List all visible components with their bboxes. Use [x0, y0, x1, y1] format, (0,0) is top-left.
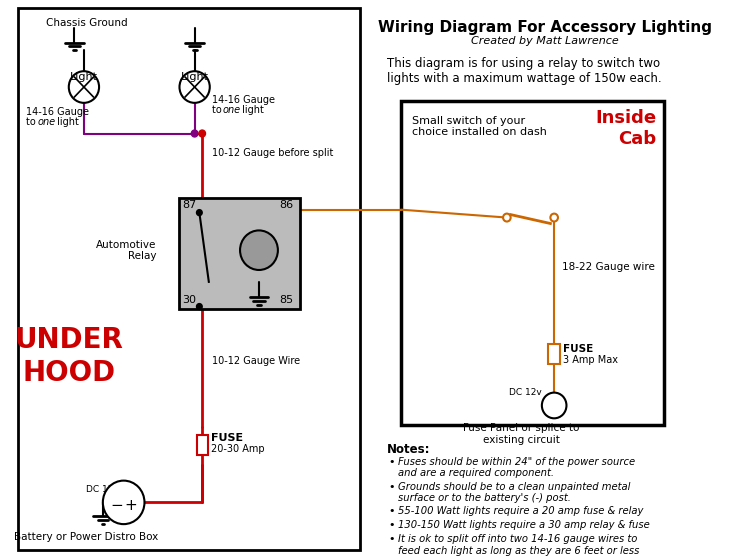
Text: •: •: [389, 520, 395, 530]
Text: 10-12 Gauge before split: 10-12 Gauge before split: [211, 148, 333, 158]
Circle shape: [69, 71, 99, 103]
Text: Automotive: Automotive: [96, 240, 157, 250]
Text: DC 12v: DC 12v: [85, 484, 118, 493]
Text: Chassis Ground: Chassis Ground: [46, 18, 128, 28]
Bar: [18, 8, 360, 550]
Circle shape: [551, 213, 558, 222]
Text: •: •: [389, 482, 395, 492]
Text: Light: Light: [70, 72, 98, 82]
Circle shape: [503, 213, 510, 222]
Text: one: one: [223, 105, 241, 115]
Text: 30: 30: [183, 295, 197, 305]
Text: Created by Matt Lawrence: Created by Matt Lawrence: [471, 36, 619, 45]
Circle shape: [542, 393, 566, 418]
Text: •: •: [389, 534, 395, 544]
Text: Inside
Cab: Inside Cab: [595, 109, 657, 148]
Text: 14-16 Gauge: 14-16 Gauge: [26, 107, 89, 117]
Text: +: +: [554, 401, 564, 414]
Text: Fuses should be within 24" of the power source
and are a required component.: Fuses should be within 24" of the power …: [398, 457, 635, 478]
Text: 3 Amp Max: 3 Amp Max: [562, 355, 617, 365]
Circle shape: [199, 130, 206, 137]
Text: 18-22 Gauge wire: 18-22 Gauge wire: [562, 262, 654, 272]
Text: DC 12v: DC 12v: [510, 388, 542, 396]
Text: FUSE: FUSE: [211, 433, 243, 443]
Text: •: •: [389, 506, 395, 516]
Text: 130-150 Watt lights require a 30 amp relay & fuse: 130-150 Watt lights require a 30 amp rel…: [398, 520, 650, 530]
Circle shape: [197, 209, 203, 216]
Circle shape: [191, 130, 198, 137]
Text: Relay: Relay: [128, 251, 157, 261]
Text: 10-12 Gauge Wire: 10-12 Gauge Wire: [211, 356, 300, 366]
Text: light: light: [239, 105, 264, 115]
Text: 85: 85: [279, 295, 293, 305]
Bar: [401, 101, 664, 425]
Text: Notes:: Notes:: [387, 443, 430, 456]
Circle shape: [180, 71, 210, 103]
Text: −: −: [543, 401, 554, 414]
Text: Small switch of your
choice installed on dash: Small switch of your choice installed on…: [413, 116, 547, 137]
Text: light: light: [53, 116, 79, 127]
Text: to: to: [211, 105, 225, 115]
Circle shape: [103, 480, 145, 524]
Text: one: one: [38, 116, 56, 127]
Text: 14-16 Gauge: 14-16 Gauge: [211, 95, 275, 105]
Bar: [179, 198, 300, 309]
Text: This diagram is for using a relay to switch two
lights with a maximum wattage of: This diagram is for using a relay to swi…: [387, 57, 661, 85]
Text: 86: 86: [279, 200, 293, 210]
Text: Fuse Panel or splice to
existing circuit: Fuse Panel or splice to existing circuit: [463, 423, 580, 445]
Text: 87: 87: [183, 200, 197, 210]
Text: UNDER
HOOD: UNDER HOOD: [14, 326, 123, 387]
Text: 55-100 Watt lights require a 20 amp fuse & relay: 55-100 Watt lights require a 20 amp fuse…: [398, 506, 643, 516]
Text: •: •: [389, 457, 395, 467]
Circle shape: [240, 230, 278, 270]
Text: Battery or Power Distro Box: Battery or Power Distro Box: [13, 532, 158, 542]
Circle shape: [197, 304, 203, 310]
Text: −: −: [111, 498, 123, 513]
Text: Wiring Diagram For Accessory Lighting: Wiring Diagram For Accessory Lighting: [378, 20, 712, 35]
Text: FUSE: FUSE: [562, 344, 593, 354]
Text: +: +: [125, 498, 137, 513]
Bar: [548, 344, 560, 364]
Text: It is ok to split off into two 14-16 gauge wires to
feed each light as long as t: It is ok to split off into two 14-16 gau…: [398, 534, 640, 556]
Text: to: to: [26, 116, 39, 127]
Text: Light: Light: [180, 72, 209, 82]
Text: Grounds should be to a clean unpainted metal
surface or to the battery's (-) pos: Grounds should be to a clean unpainted m…: [398, 482, 631, 503]
Text: 20-30 Amp: 20-30 Amp: [211, 444, 264, 454]
Bar: [197, 435, 208, 455]
